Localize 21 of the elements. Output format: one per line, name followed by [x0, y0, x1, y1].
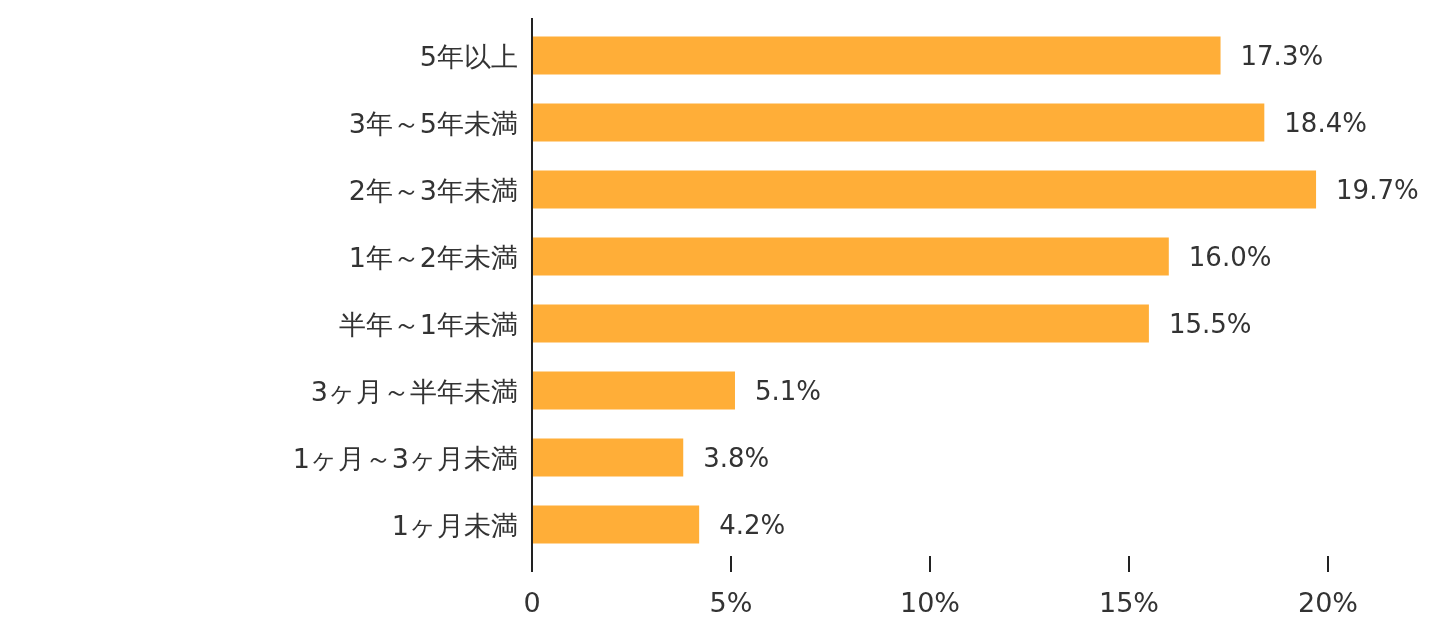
- x-tick-label: 5%: [709, 587, 753, 618]
- y-tick-label: 5年以上: [419, 40, 518, 72]
- data-label: 4.2%: [719, 509, 786, 540]
- y-tick-label: 3年～5年未満: [348, 107, 518, 139]
- y-tick-label: 1ヶ月未満: [391, 509, 518, 541]
- data-label: 5.1%: [754, 375, 822, 406]
- y-tick-label: 1ヶ月～3ヶ月未満: [292, 442, 518, 474]
- data-label: 16.0%: [1188, 241, 1272, 272]
- x-tick-label: 15%: [1098, 587, 1160, 618]
- x-tick-label: 0: [523, 587, 541, 618]
- y-tick-label: 3ヶ月～半年未満: [310, 375, 518, 407]
- x-tick-label: 10%: [899, 587, 961, 618]
- x-tick-label: 20%: [1297, 587, 1359, 618]
- y-tick-label: 半年～1年未満: [338, 308, 518, 340]
- data-label: 19.7%: [1336, 174, 1419, 205]
- data-label: 18.4%: [1284, 107, 1367, 138]
- data-label: 17.3%: [1240, 40, 1324, 71]
- data-label: 3.8%: [703, 442, 770, 473]
- y-tick-label: 2年～3年未満: [348, 174, 518, 206]
- data-label: 15.5%: [1168, 308, 1252, 339]
- y-tick-label: 1年～2年未満: [348, 241, 518, 273]
